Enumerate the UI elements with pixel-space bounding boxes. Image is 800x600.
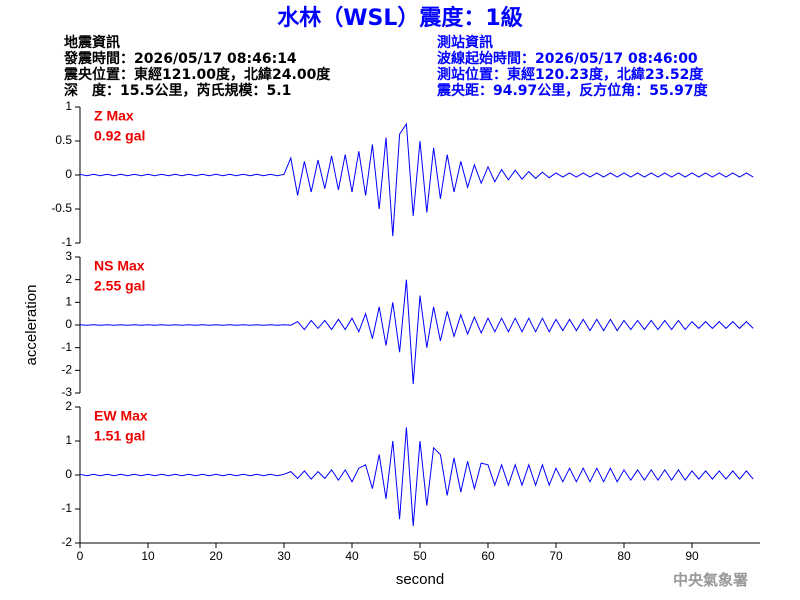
x-tick-label: 50 <box>413 549 427 563</box>
info-line: 震央距：94.97公里，反方位角：55.97度 <box>436 82 709 99</box>
x-tick-label: 30 <box>277 549 291 563</box>
footer: 中央氣象署 <box>673 571 748 589</box>
y-tick-label: 0 <box>65 317 72 331</box>
annotation: 0.92 gal <box>94 128 145 144</box>
title: 水林（WSL）震度：1級 <box>277 5 522 31</box>
y-tick-label: 0 <box>65 167 72 181</box>
annotation: Z Max <box>94 108 134 124</box>
annotation: NS Max <box>94 258 145 274</box>
y-tick-label: 1 <box>65 433 72 447</box>
info-line: 地震資訊 <box>64 34 120 51</box>
info-line: 測站資訊 <box>437 34 493 51</box>
waveform <box>79 122 754 237</box>
y-tick-label: -3 <box>61 385 72 399</box>
y-tick-label: -1 <box>61 235 72 249</box>
x-axis-label: second <box>396 571 444 588</box>
info-line: 波線起始時間：2026/05/17 08:46:00 <box>437 50 698 67</box>
info-line: 發震時間：2026/05/17 08:46:14 <box>63 50 297 67</box>
y-tick-label: 0 <box>65 467 72 481</box>
annotation: 1.51 gal <box>94 428 145 444</box>
x-tick-label: 20 <box>209 549 223 563</box>
waveform <box>79 427 754 527</box>
y-tick-label: -1 <box>61 340 72 354</box>
y-tick-label: -2 <box>61 363 72 377</box>
y-axis-label: acceleration <box>23 285 40 366</box>
waveform <box>79 279 754 384</box>
x-tick-label: 10 <box>141 549 155 563</box>
x-tick-label: 40 <box>345 549 359 563</box>
y-tick-label: -0.5 <box>51 201 72 215</box>
x-tick-label: 90 <box>685 549 699 563</box>
annotation: 2.55 gal <box>94 278 145 294</box>
y-tick-label: -1 <box>61 501 72 515</box>
y-tick-label: 0.5 <box>55 133 72 147</box>
annotation: EW Max <box>94 408 148 424</box>
y-tick-label: 1 <box>65 295 72 309</box>
y-tick-label: 3 <box>65 249 72 263</box>
x-tick-label: 0 <box>77 549 84 563</box>
info-line: 深 度：15.5公里，芮氏規模：5.1 <box>64 82 291 99</box>
info-line: 震央位置：東經121.00度，北緯24.00度 <box>63 66 331 83</box>
y-tick-label: 2 <box>65 272 72 286</box>
x-tick-label: 60 <box>481 549 495 563</box>
x-tick-label: 70 <box>549 549 563 563</box>
info-line: 測站位置：東經120.23度，北緯23.52度 <box>437 66 704 83</box>
y-tick-label: 1 <box>65 99 72 113</box>
y-tick-label: -2 <box>61 535 72 549</box>
y-tick-label: 2 <box>65 399 72 413</box>
x-tick-label: 80 <box>617 549 631 563</box>
